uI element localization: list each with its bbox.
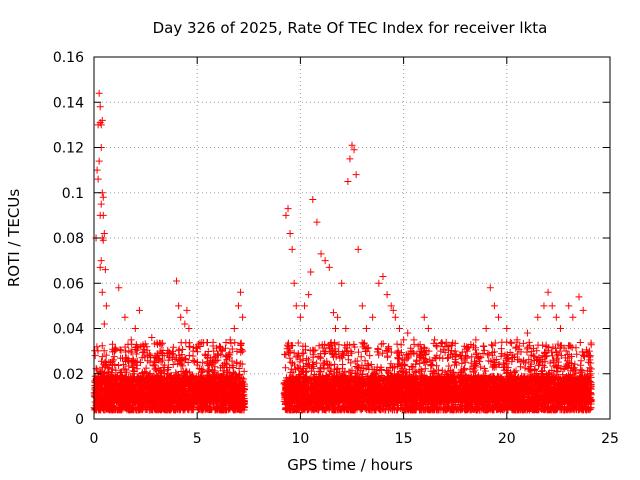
data-point bbox=[117, 346, 125, 354]
grid-lines bbox=[94, 57, 610, 419]
data-point bbox=[240, 367, 248, 375]
data-point bbox=[313, 359, 321, 367]
data-point bbox=[166, 353, 174, 361]
data-point bbox=[179, 345, 187, 353]
data-point bbox=[548, 348, 556, 356]
data-point bbox=[227, 339, 235, 347]
data-point bbox=[552, 349, 560, 357]
data-point bbox=[379, 340, 387, 348]
data-point bbox=[222, 359, 230, 367]
data-point bbox=[91, 347, 99, 355]
data-point bbox=[521, 364, 529, 372]
data-point bbox=[215, 342, 223, 350]
data-point bbox=[480, 346, 488, 354]
data-point bbox=[235, 364, 243, 372]
data-point bbox=[115, 362, 123, 370]
data-point bbox=[414, 342, 422, 350]
data-point bbox=[186, 342, 194, 350]
data-point bbox=[98, 342, 106, 350]
data-point bbox=[142, 364, 150, 372]
data-point bbox=[233, 347, 241, 355]
data-point bbox=[200, 339, 208, 347]
data-point bbox=[231, 339, 239, 347]
data-point bbox=[169, 360, 177, 368]
data-point bbox=[587, 341, 595, 349]
data-point bbox=[133, 365, 141, 373]
data-point bbox=[145, 350, 153, 358]
data-point bbox=[182, 339, 190, 347]
data-point bbox=[497, 345, 505, 353]
data-point bbox=[433, 362, 441, 370]
data-point bbox=[209, 338, 217, 346]
data-point bbox=[102, 351, 110, 359]
data-point bbox=[121, 343, 129, 351]
dense-scatter-cloud bbox=[90, 338, 595, 414]
